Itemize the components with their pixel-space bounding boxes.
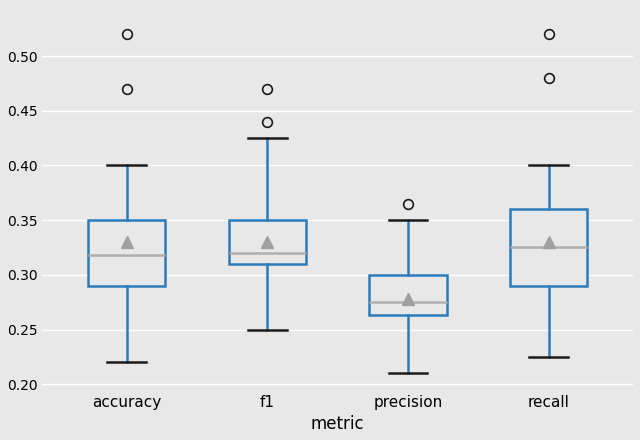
PathPatch shape [88,220,166,286]
PathPatch shape [228,220,306,264]
X-axis label: metric: metric [311,415,365,433]
PathPatch shape [369,275,447,315]
PathPatch shape [510,209,588,286]
